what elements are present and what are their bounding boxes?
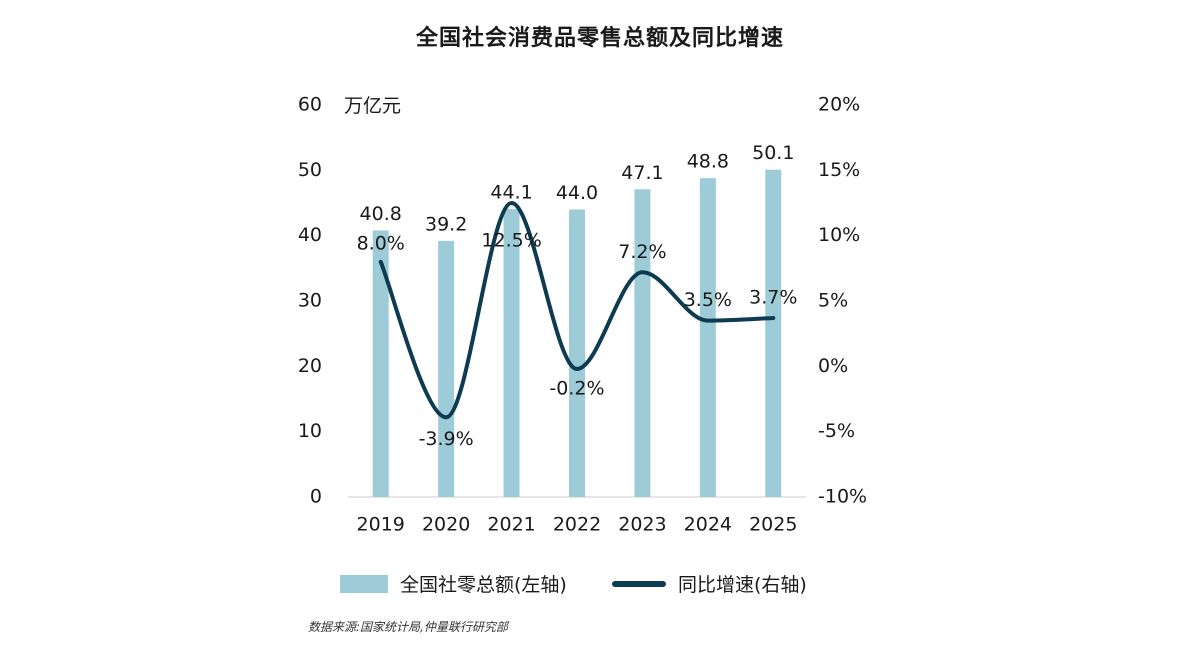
left-axis-unit: 万亿元	[344, 95, 402, 117]
line-value-label: -3.9%	[419, 428, 474, 450]
bar	[503, 208, 520, 497]
right-axis-tick-label: -5%	[818, 420, 855, 442]
bar-value-label: 48.8	[687, 151, 729, 173]
line-value-label: 12.5%	[481, 230, 541, 252]
legend-bar-swatch	[340, 574, 388, 593]
left-axis-tick-label: 10	[298, 420, 322, 442]
right-axis-tick-label: 10%	[818, 224, 860, 246]
growth-rate-line	[378, 200, 776, 420]
line-value-label: 7.2%	[618, 241, 666, 263]
chart-title: 全国社会消费品零售总额及同比增速	[415, 26, 784, 51]
x-axis-tick-label: 2020	[422, 514, 470, 536]
bar-value-label: 40.8	[360, 203, 402, 225]
bar-value-label: 44.1	[490, 181, 532, 203]
left-axis-tick-label: 60	[298, 94, 322, 116]
right-axis-tick-label: 5%	[818, 290, 848, 312]
right-axis-tick-label: 15%	[818, 159, 860, 181]
x-axis-tick-label: 2023	[618, 514, 666, 536]
right-axis-tick-label: 0%	[818, 355, 848, 377]
line-value-label: 3.5%	[684, 289, 732, 311]
combo-chart: 0 10 20 30 40 50 60 -10% -5% 0% 5% 10% 15% 20% 40.8 39.…	[298, 94, 867, 536]
line-value-label: 8.0%	[357, 232, 405, 254]
x-axis-tick-label: 2019	[357, 514, 405, 536]
bar	[634, 189, 651, 497]
bar-value-label: 50.1	[752, 142, 794, 164]
bar	[569, 209, 585, 498]
left-axis-tick-label: 20	[298, 355, 322, 377]
line-value-label: -0.2%	[549, 377, 604, 399]
right-axis-tick-label: 20%	[818, 94, 860, 116]
left-axis-tick-label: 30	[298, 290, 322, 312]
left-axis-tick-label: 0	[310, 486, 322, 508]
x-axis-tick-label: 2025	[749, 514, 797, 536]
left-axis-tick-label: 50	[298, 159, 322, 181]
x-axis-tick-label: 2021	[487, 514, 535, 536]
bar-value-label: 47.1	[621, 162, 663, 184]
data-source-note: 数据来源:国家统计局,仲量联行研究部	[308, 620, 508, 634]
x-axis-tick-label: 2024	[684, 514, 732, 536]
x-axis-tick-label: 2022	[553, 514, 601, 536]
legend-line-item: 同比增速(右轴)	[612, 570, 807, 597]
bar-value-label: 44.0	[556, 182, 598, 204]
bar	[699, 178, 716, 497]
left-axis-tick-label: 40	[298, 224, 322, 246]
legend-line-label: 同比增速(右轴)	[678, 574, 807, 596]
legend-bar-label: 全国社零总额(左轴)	[400, 574, 567, 596]
bar	[438, 240, 455, 498]
bar-value-label: 39.2	[425, 213, 467, 235]
legend-bar-item: 全国社零总额(左轴)	[340, 570, 567, 597]
line-value-label: 3.7%	[749, 286, 797, 308]
bar	[372, 230, 389, 497]
right-axis-tick-label: -10%	[818, 486, 867, 508]
bar	[765, 169, 782, 497]
legend-line-swatch	[612, 580, 666, 587]
